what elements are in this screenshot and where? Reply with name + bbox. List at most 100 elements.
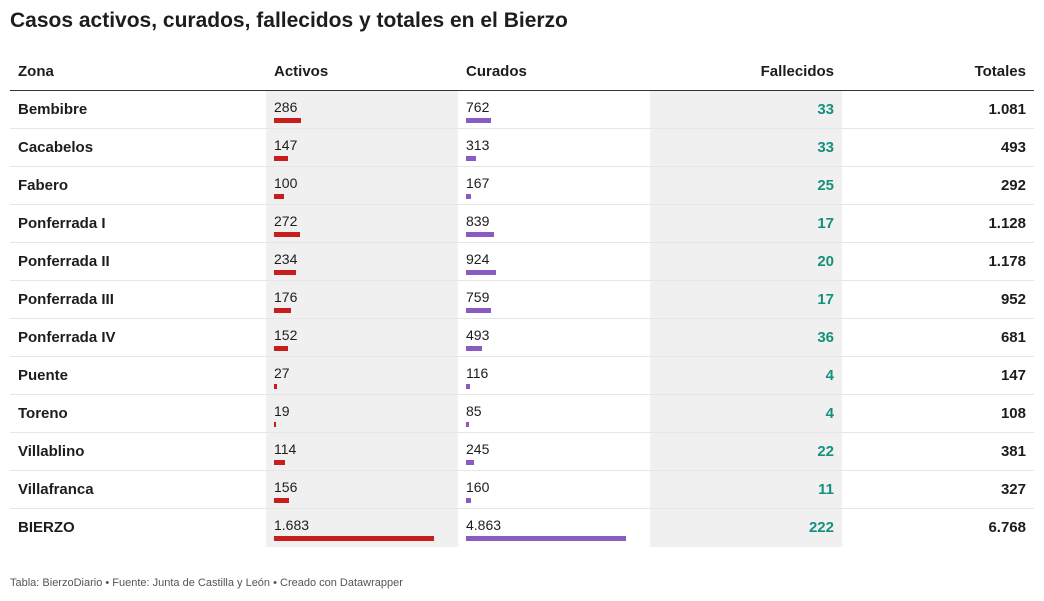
activos-bar — [274, 232, 300, 237]
cell-totales: 6.768 — [988, 519, 1026, 537]
column-header-zona[interactable]: Zona — [10, 53, 266, 91]
cell-zona: Cacabelos — [10, 128, 266, 167]
cell-activos: 147 — [266, 128, 458, 167]
curados-bar-track — [466, 498, 642, 503]
cell-totales: 1.081 — [842, 90, 1034, 129]
activos-value: 27 — [274, 365, 290, 381]
cell-fallecidos: 222 — [650, 508, 842, 547]
curados-value: 924 — [466, 251, 490, 267]
curados-bar-track — [466, 346, 642, 351]
curados-bar-track — [466, 118, 642, 123]
activos-bar — [274, 422, 276, 427]
column-header-curados[interactable]: Curados — [458, 53, 650, 91]
curados-value: 85 — [466, 403, 482, 419]
curados-value: 762 — [466, 99, 490, 115]
curados-bar-track — [466, 384, 642, 389]
cell-curados: 85 — [458, 394, 650, 433]
column-header-fallecidos[interactable]: Fallecidos — [650, 53, 842, 91]
cell-activos: 1.683 — [266, 508, 458, 547]
activos-bar-track — [274, 118, 450, 123]
cell-fallecidos: 36 — [650, 318, 842, 357]
cell-fallecidos: 33 — [650, 128, 842, 167]
cell-activos: 234 — [266, 242, 458, 281]
cell-curados: 924 — [458, 242, 650, 281]
curados-bar — [466, 118, 491, 123]
cell-zona: Ponferrada III — [10, 280, 266, 319]
activos-bar — [274, 346, 288, 351]
chart-title: Casos activos, curados, fallecidos y tot… — [10, 9, 568, 32]
activos-bar-track — [274, 536, 450, 542]
curados-value: 4.863 — [466, 517, 502, 534]
column-header-activos[interactable]: Activos — [266, 53, 458, 91]
table-row: BIERZO 1.683 4.863 222 6.768 — [10, 508, 1034, 547]
activos-value: 286 — [274, 99, 298, 115]
activos-value: 152 — [274, 327, 298, 343]
activos-value: 147 — [274, 137, 298, 153]
curados-value: 313 — [466, 137, 490, 153]
cell-fallecidos: 20 — [650, 242, 842, 281]
table-row: Villafranca 156 160 11 327 — [10, 470, 1034, 509]
cell-totales: 381 — [842, 432, 1034, 471]
curados-bar — [466, 308, 491, 313]
cell-curados: 160 — [458, 470, 650, 509]
cell-fallecidos: 33 — [650, 90, 842, 129]
activos-value: 272 — [274, 213, 298, 229]
activos-bar-track — [274, 232, 450, 237]
table-row: Villablino 114 245 22 381 — [10, 432, 1034, 471]
activos-bar — [274, 498, 289, 503]
cell-zona: Fabero — [10, 166, 266, 205]
cell-curados: 116 — [458, 356, 650, 395]
column-header-totales[interactable]: Totales — [842, 53, 1034, 91]
cell-zona: Bembibre — [10, 90, 266, 129]
activos-value: 114 — [274, 441, 297, 457]
curados-bar — [466, 422, 469, 427]
data-table: Zona Activos Curados Fallecidos Totales … — [10, 53, 1034, 547]
cell-activos: 19 — [266, 394, 458, 433]
activos-bar — [274, 156, 288, 161]
activos-bar-track — [274, 422, 450, 427]
cell-fallecidos: 4 — [650, 394, 842, 433]
curados-value: 839 — [466, 213, 490, 229]
cell-zona: Ponferrada IV — [10, 318, 266, 357]
curados-bar — [466, 460, 474, 465]
table-row: Bembibre 286 762 33 1.081 — [10, 90, 1034, 129]
table-body: Bembibre 286 762 33 1.081 Cacabelos 147 313 33 4 9… — [10, 90, 1034, 547]
activos-value: 1.683 — [274, 517, 310, 534]
curados-value: 167 — [466, 175, 490, 191]
table-row: Fabero 100 167 25 292 — [10, 166, 1034, 205]
table-row: Ponferrada I 272 839 17 1.128 — [10, 204, 1034, 243]
curados-value: 245 — [466, 441, 490, 457]
curados-bar-track — [466, 422, 642, 427]
cell-activos: 114 — [266, 432, 458, 471]
table-row: Toreno 19 85 4 108 — [10, 394, 1034, 433]
cell-zona: BIERZO — [18, 519, 75, 537]
cell-activos: 152 — [266, 318, 458, 357]
cell-totales: 327 — [842, 470, 1034, 509]
activos-bar-track — [274, 194, 450, 199]
activos-bar-track — [274, 498, 450, 503]
cell-fallecidos: 25 — [650, 166, 842, 205]
cell-curados: 313 — [458, 128, 650, 167]
cell-activos: 27 — [266, 356, 458, 395]
activos-bar — [274, 194, 284, 199]
cell-activos: 286 — [266, 90, 458, 129]
cell-totales: 681 — [842, 318, 1034, 357]
cell-fallecidos: 22 — [650, 432, 842, 471]
cell-curados: 762 — [458, 90, 650, 129]
curados-bar — [466, 498, 471, 503]
activos-bar — [274, 536, 434, 542]
cell-curados: 4.863 — [458, 509, 650, 547]
cell-fallecidos: 17 — [650, 204, 842, 243]
curados-bar-track — [466, 270, 642, 275]
cell-zona: Villablino — [10, 432, 266, 471]
curados-bar — [466, 194, 471, 199]
table-row: Ponferrada IV 152 493 36 681 — [10, 318, 1034, 357]
cell-curados: 839 — [458, 204, 650, 243]
curados-bar-track — [466, 308, 642, 313]
cell-zona: Ponferrada I — [10, 204, 266, 243]
footer-credits: Tabla: BierzoDiario • Fuente: Junta de C… — [10, 577, 403, 589]
activos-bar-track — [274, 270, 450, 275]
cell-totales: 292 — [842, 166, 1034, 205]
activos-bar — [274, 460, 285, 465]
cell-fallecidos: 11 — [650, 470, 842, 509]
